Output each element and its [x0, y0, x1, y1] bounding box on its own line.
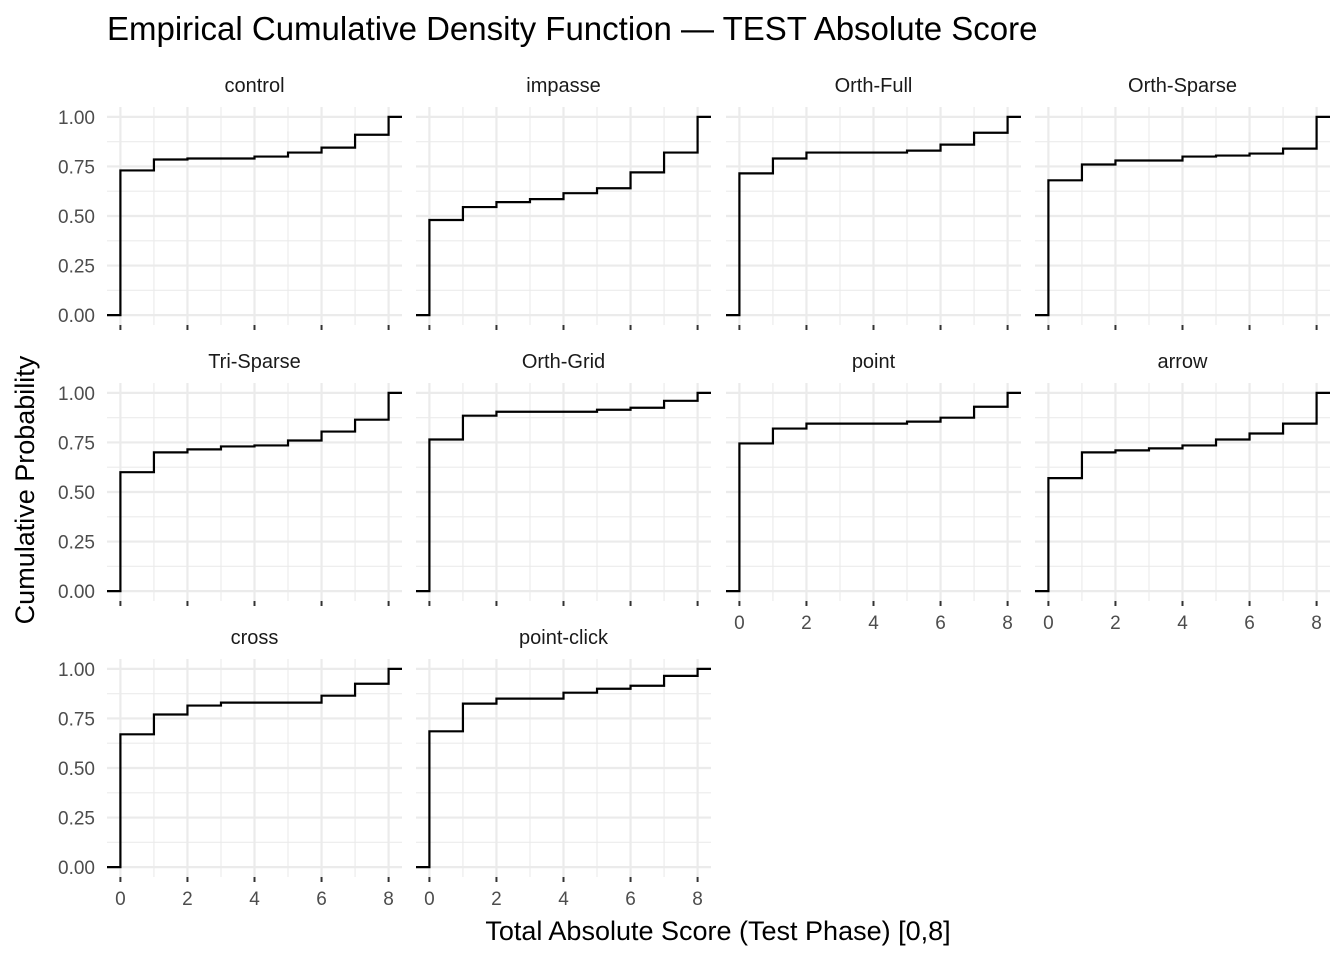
ecdf-step-line	[107, 667, 402, 869]
facet-label: Orth-Grid	[522, 351, 605, 373]
y-tick-label: 0.00	[58, 306, 95, 327]
facet-panel: point-click 0 2 4 6 8	[416, 627, 711, 910]
ecdf-step-line	[726, 115, 1021, 317]
ecdf-step-line	[1035, 115, 1330, 317]
x-tick-label: 2	[1110, 613, 1121, 634]
facet-label: Orth-Sparse	[1128, 75, 1237, 97]
y-tick-label: 0.00	[58, 582, 95, 603]
y-tick-label: 0.75	[58, 709, 95, 730]
facet-label: cross	[231, 627, 279, 649]
y-tick-label: 0.50	[58, 207, 95, 228]
x-tick-label: 6	[935, 613, 946, 634]
y-tick-label: 0.25	[58, 809, 95, 830]
ecdf-step-line	[107, 391, 402, 593]
facet-panels: control 0.00 0.25 0.50 0.75 1.00 impasse Orth-F…	[58, 75, 1330, 910]
chart-title: Empirical Cumulative Density Function — …	[107, 10, 1038, 47]
x-tick-label: 6	[625, 889, 636, 910]
facet-panel: point 0 2 4 6 8	[726, 351, 1021, 634]
y-axis-title: Cumulative Probability	[10, 355, 40, 624]
x-tick-label: 4	[1177, 613, 1188, 634]
facet-label: Orth-Full	[835, 75, 913, 97]
x-tick-label: 4	[249, 889, 260, 910]
facet-label: arrow	[1157, 351, 1208, 373]
facet-panel: Orth-Grid	[416, 351, 711, 606]
facet-panel: impasse	[416, 75, 711, 330]
facet-label: Tri-Sparse	[208, 351, 301, 373]
x-tick-label: 8	[692, 889, 703, 910]
y-tick-label: 0.00	[58, 858, 95, 879]
x-tick-label: 8	[383, 889, 394, 910]
y-tick-label: 1.00	[58, 108, 95, 129]
ecdf-step-line	[416, 391, 711, 593]
ecdf-step-line	[416, 115, 711, 317]
ecdf-step-line	[726, 391, 1021, 593]
x-tick-label: 0	[1043, 613, 1054, 634]
y-tick-label: 0.25	[58, 533, 95, 554]
y-tick-label: 0.75	[58, 157, 95, 178]
y-tick-label: 0.50	[58, 483, 95, 504]
x-tick-label: 4	[868, 613, 879, 634]
facet-panel: Orth-Sparse	[1035, 75, 1330, 330]
facet-panel: Tri-Sparse 0.00 0.25 0.50 0.75 1.00	[58, 351, 402, 606]
y-tick-label: 0.25	[58, 257, 95, 278]
facet-panel: control 0.00 0.25 0.50 0.75 1.00	[58, 75, 402, 330]
x-tick-label: 8	[1311, 613, 1322, 634]
y-tick-label: 0.75	[58, 433, 95, 454]
x-tick-label: 4	[558, 889, 569, 910]
y-tick-label: 1.00	[58, 384, 95, 405]
x-tick-label: 2	[491, 889, 502, 910]
ecdf-step-line	[107, 115, 402, 317]
facet-panel: arrow 0 2 4 6 8	[1035, 351, 1330, 634]
x-tick-label: 0	[424, 889, 435, 910]
x-tick-label: 6	[1244, 613, 1255, 634]
x-axis-title: Total Absolute Score (Test Phase) [0,8]	[485, 916, 950, 946]
y-tick-label: 0.50	[58, 759, 95, 780]
facet-label: impasse	[526, 75, 600, 97]
x-tick-label: 2	[182, 889, 193, 910]
x-tick-label: 6	[316, 889, 327, 910]
y-tick-label: 1.00	[58, 660, 95, 681]
facet-panel: Orth-Full	[726, 75, 1021, 330]
x-tick-label: 8	[1002, 613, 1013, 634]
facet-label: point	[852, 351, 896, 373]
ecdf-step-line	[1035, 391, 1330, 593]
facet-label: control	[224, 75, 284, 97]
x-tick-label: 0	[734, 613, 745, 634]
x-tick-label: 2	[801, 613, 812, 634]
facet-label: point-click	[519, 627, 609, 649]
facet-panel: cross 0.00 0.25 0.50 0.75 1.00 0 2 4 6 8	[58, 627, 402, 910]
x-tick-label: 0	[115, 889, 126, 910]
ecdf-step-line	[416, 667, 711, 869]
